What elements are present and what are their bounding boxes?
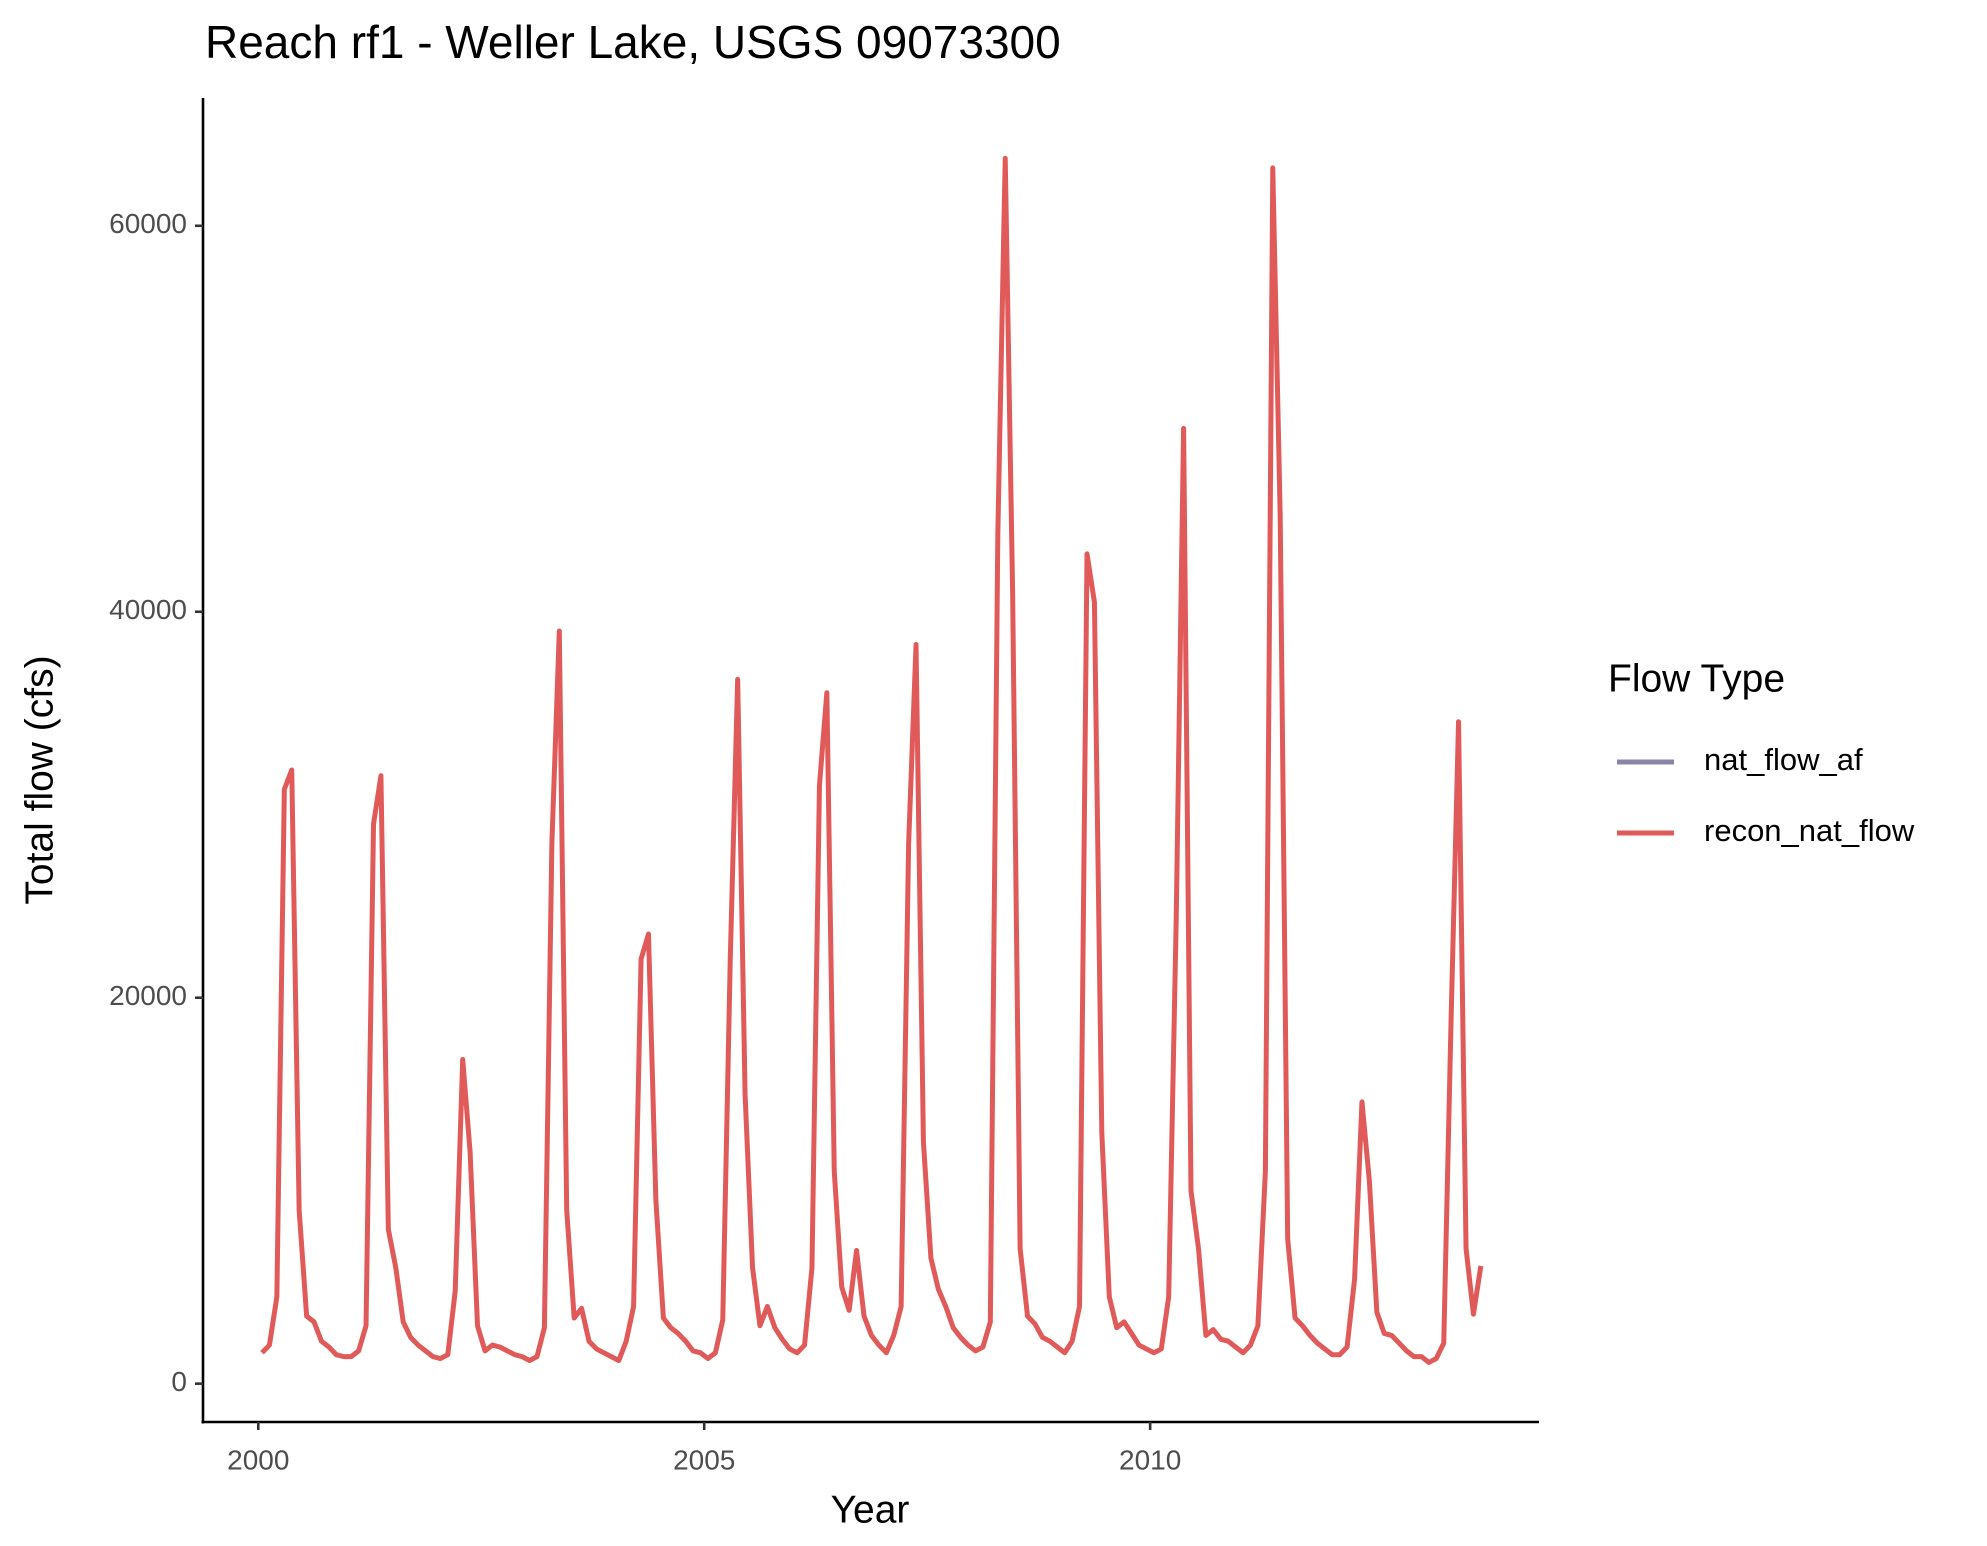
- y-tick-label: 60000: [109, 208, 187, 239]
- x-tick-label: 2000: [227, 1444, 289, 1475]
- legend-title: Flow Type: [1608, 657, 1785, 700]
- series-line: [260, 155, 1484, 1365]
- y-axis-title: Total flow (cfs): [18, 655, 61, 904]
- chart-title: Reach rf1 - Weller Lake, USGS 09073300: [205, 16, 1061, 68]
- legend-label: recon_nat_flow: [1704, 813, 1915, 848]
- y-tick-label: 20000: [109, 980, 187, 1011]
- x-tick-label: 2010: [1119, 1444, 1181, 1475]
- y-tick-label: 40000: [109, 594, 187, 625]
- y-tick-label: 0: [171, 1366, 187, 1397]
- legend-label: nat_flow_af: [1704, 742, 1863, 777]
- x-tick-label: 2005: [673, 1444, 735, 1475]
- x-axis-title: Year: [831, 1488, 910, 1531]
